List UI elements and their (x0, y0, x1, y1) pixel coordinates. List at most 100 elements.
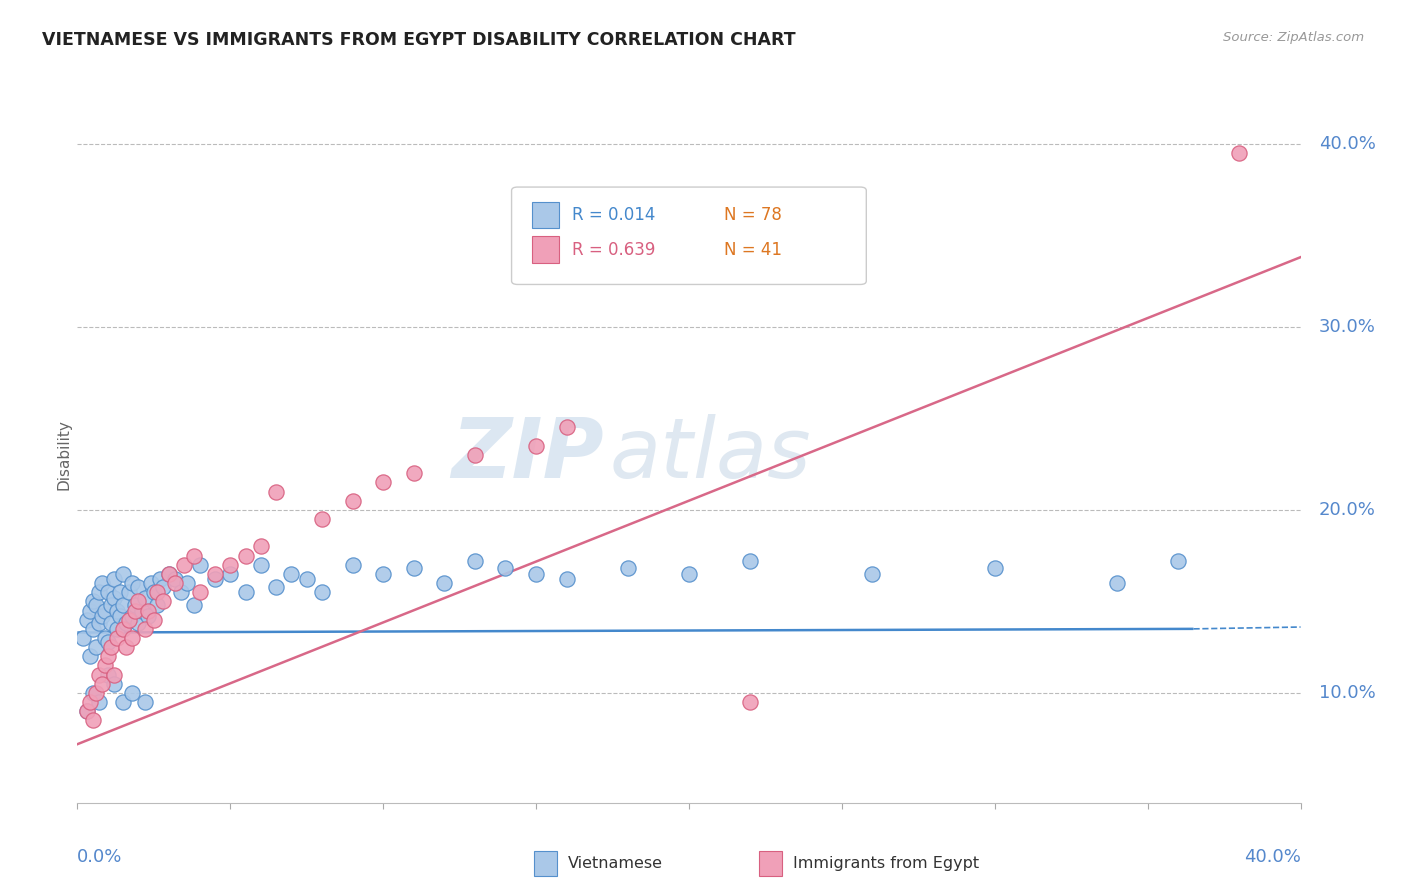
Point (1229, 145, 1251, 160)
Point (127, 594, 149, 608)
Point (84, 686, 107, 700)
Point (103, 591, 125, 605)
Point (100, 598, 122, 612)
Point (250, 540, 273, 554)
Point (204, 573, 226, 587)
Text: 20.0%: 20.0% (1319, 500, 1376, 519)
Y-axis label: Disability: Disability (56, 419, 72, 491)
Point (555, 573, 578, 587)
Point (87, 695, 110, 709)
Point (740, 554, 762, 568)
Point (142, 613, 165, 627)
Point (170, 585, 193, 599)
Point (740, 695, 762, 709)
Point (112, 622, 135, 636)
Point (342, 493, 364, 508)
Point (173, 558, 195, 572)
Point (112, 566, 135, 581)
Point (464, 448, 486, 462)
Point (152, 580, 174, 594)
Point (862, 566, 884, 581)
Point (555, 420, 578, 434)
Text: N = 78: N = 78 (724, 206, 782, 224)
Point (94, 603, 117, 617)
Point (76, 613, 98, 627)
Point (139, 576, 162, 591)
Point (433, 576, 456, 591)
Point (131, 603, 153, 617)
Point (115, 616, 138, 631)
Text: 10.0%: 10.0% (1319, 684, 1375, 702)
Point (235, 585, 257, 599)
Point (100, 616, 122, 631)
Point (157, 566, 180, 581)
Text: Vietnamese: Vietnamese (568, 856, 664, 871)
Point (76, 704, 98, 718)
Point (115, 640, 138, 655)
Point (984, 561, 1007, 575)
Point (146, 598, 169, 612)
Point (84, 598, 107, 612)
Point (136, 609, 159, 624)
Point (188, 558, 211, 572)
Point (157, 566, 180, 581)
Point (76, 704, 98, 718)
Point (90, 609, 112, 624)
Text: Source: ZipAtlas.com: Source: ZipAtlas.com (1223, 31, 1364, 45)
Point (90, 677, 112, 691)
Point (127, 580, 149, 594)
Point (84, 640, 107, 655)
Point (124, 603, 146, 617)
Bar (533, 236, 560, 263)
Point (118, 613, 141, 627)
Point (678, 566, 700, 581)
Point (87, 585, 110, 599)
Point (121, 631, 143, 645)
Point (617, 561, 640, 575)
Point (121, 686, 143, 700)
Text: 30.0%: 30.0% (1319, 318, 1376, 335)
Point (235, 549, 257, 563)
Text: 40.0%: 40.0% (1319, 135, 1376, 153)
Point (495, 561, 517, 575)
Point (149, 573, 172, 587)
Point (136, 603, 159, 617)
Point (204, 566, 226, 581)
Point (90, 576, 112, 591)
Point (112, 695, 135, 709)
Point (311, 512, 333, 526)
Point (134, 591, 156, 605)
Point (134, 695, 156, 709)
Point (100, 640, 122, 655)
Point (464, 554, 486, 568)
Bar (533, 202, 560, 228)
Point (87, 616, 110, 631)
Point (402, 467, 425, 481)
Point (146, 585, 169, 599)
Point (82, 714, 104, 728)
Point (108, 585, 131, 599)
Point (1107, 576, 1129, 591)
Text: R = 0.014: R = 0.014 (571, 206, 655, 224)
Point (97, 634, 120, 648)
Point (94, 658, 117, 673)
Point (264, 580, 287, 594)
Point (188, 585, 211, 599)
Point (121, 609, 143, 624)
Point (82, 594, 104, 608)
Point (94, 631, 117, 645)
Point (103, 677, 125, 691)
Point (342, 558, 364, 572)
Point (79, 649, 101, 664)
Point (97, 585, 120, 599)
Text: 40.0%: 40.0% (1244, 848, 1301, 866)
Point (134, 622, 156, 636)
Point (82, 686, 104, 700)
Point (72, 631, 94, 645)
Point (250, 558, 273, 572)
Text: Immigrants from Egypt: Immigrants from Egypt (793, 856, 979, 871)
Point (295, 573, 318, 587)
Text: N = 41: N = 41 (724, 241, 782, 259)
Point (183, 598, 205, 612)
Point (142, 585, 165, 599)
